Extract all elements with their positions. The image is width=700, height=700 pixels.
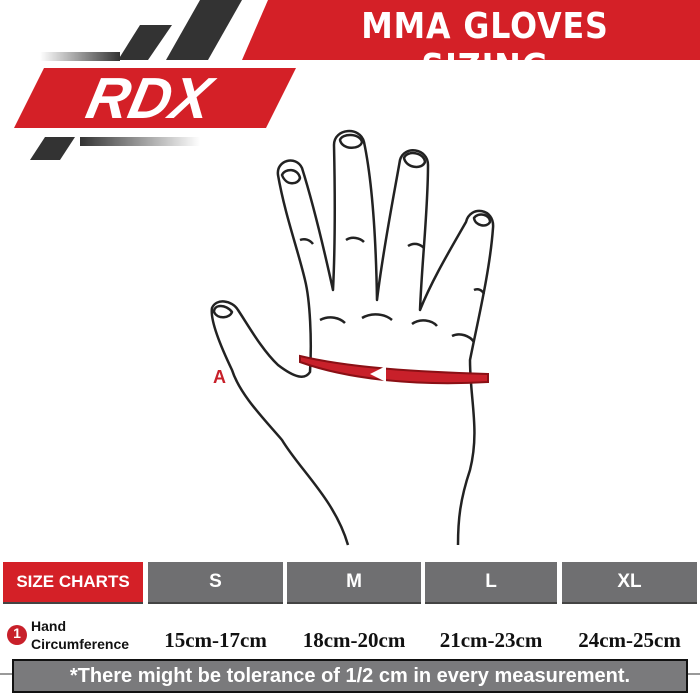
size-m-header: M bbox=[287, 562, 421, 604]
marker-label: A bbox=[213, 367, 226, 387]
row-label: Hand Circumference bbox=[31, 617, 129, 653]
size-charts-header: SIZE CHARTS bbox=[3, 562, 143, 604]
value-l: 21cm-23cm bbox=[439, 627, 543, 652]
value-xl: 24cm-25cm bbox=[578, 627, 681, 652]
svg-text:RDX: RDX bbox=[81, 67, 221, 131]
hand-outline bbox=[210, 129, 495, 546]
rdx-logo: RDX bbox=[14, 0, 296, 160]
row-label-line2: Circumference bbox=[31, 636, 130, 652]
size-s-header: S bbox=[148, 562, 283, 604]
row-number: 1 bbox=[13, 625, 21, 641]
tolerance-note: *There might be tolerance of 1/2 cm in e… bbox=[12, 659, 688, 693]
value-s: 15cm-17cm bbox=[164, 627, 267, 652]
size-xl-header: XL bbox=[562, 562, 697, 604]
arrow-icon bbox=[370, 366, 386, 382]
number-badge-icon bbox=[7, 625, 27, 645]
page-title: MMA GLOVES SIZING bbox=[361, 6, 609, 88]
size-l-header: L bbox=[425, 562, 557, 604]
title-banner bbox=[242, 0, 700, 60]
row-label-line1: Hand bbox=[31, 618, 66, 634]
value-m: 18cm-20cm bbox=[302, 627, 406, 652]
measurement-band bbox=[299, 354, 489, 385]
